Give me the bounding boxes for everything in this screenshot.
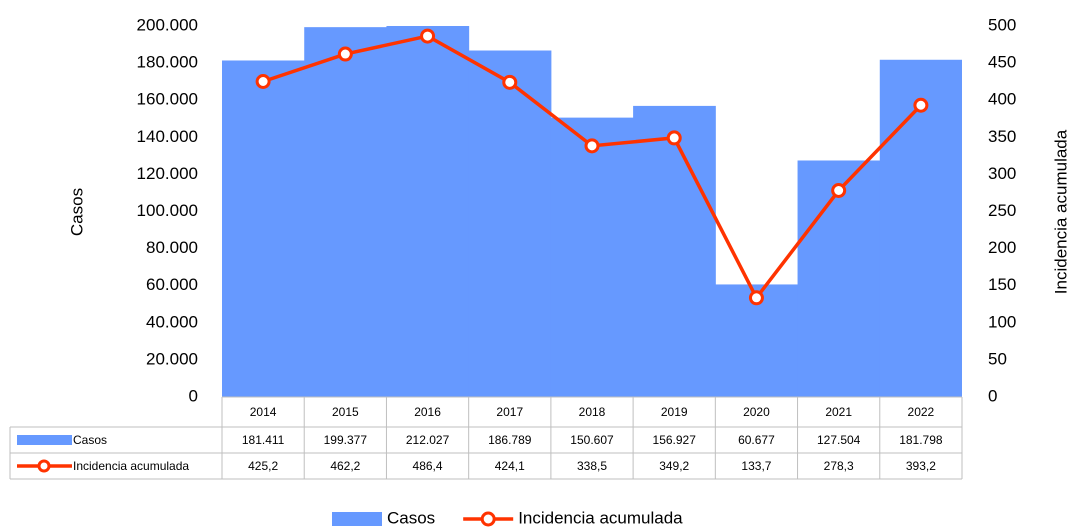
y2-tick-label: 450 [988, 53, 1016, 72]
table-cell: 127.504 [817, 433, 861, 447]
marker [913, 97, 929, 113]
legend-swatch [17, 435, 72, 445]
y2-tick-label: 200 [988, 238, 1016, 257]
table-cell: 133,7 [741, 459, 771, 473]
y-tick-label: 80.000 [146, 238, 198, 257]
y-tick-label: 40.000 [146, 312, 198, 331]
y2-tick-label: 250 [988, 201, 1016, 220]
table-cell: 150.607 [570, 433, 614, 447]
y-tick-label: 160.000 [137, 90, 198, 109]
bar [222, 60, 305, 397]
table-cell: 462,2 [330, 459, 360, 473]
bar [304, 27, 387, 397]
bar [879, 59, 962, 397]
bar-group [222, 26, 962, 397]
table-cell: 181.798 [899, 433, 943, 447]
legend-marker [37, 459, 51, 473]
legend-swatch [332, 512, 382, 526]
x-tick-label: 2021 [825, 405, 852, 419]
table-cell: 349,2 [659, 459, 689, 473]
bar [550, 117, 634, 397]
bar [468, 50, 552, 397]
marker [337, 46, 353, 62]
table-row-header: Incidencia acumulada [73, 459, 189, 473]
legend-marker [480, 511, 496, 527]
y2-tick-label: 300 [988, 164, 1016, 183]
y-tick-label: 120.000 [137, 164, 198, 183]
y2-tick-label: 50 [988, 349, 1007, 368]
table-cell: 199.377 [324, 433, 368, 447]
table-cell: 212.027 [406, 433, 450, 447]
y2-tick-label: 0 [988, 386, 997, 405]
table-cell: 186.789 [488, 433, 532, 447]
table-cell: 338,5 [577, 459, 607, 473]
y2-axis-title: Incidencia acumulada [1051, 129, 1070, 294]
table-row-header: Casos [73, 433, 107, 447]
x-tick-label: 2017 [496, 405, 523, 419]
table-cell: 393,2 [906, 459, 936, 473]
table-cell: 425,2 [248, 459, 278, 473]
marker [584, 138, 600, 154]
y-axis-title: Casos [67, 188, 86, 236]
marker [666, 130, 682, 146]
x-tick-label: 2014 [250, 405, 277, 419]
y2-tick-label: 150 [988, 275, 1016, 294]
x-tick-label: 2020 [743, 405, 770, 419]
y-tick-label: 180.000 [137, 53, 198, 72]
table-cell: 424,1 [495, 459, 525, 473]
y-tick-label: 140.000 [137, 127, 198, 146]
marker [420, 28, 436, 44]
legend-label: Casos [387, 508, 435, 527]
table-cell: 156.927 [653, 433, 697, 447]
x-tick-label: 2019 [661, 405, 688, 419]
marker [748, 290, 764, 306]
legend-label: Incidencia acumulada [518, 508, 683, 527]
y-tick-label: 0 [189, 386, 198, 405]
x-tick-label: 2018 [579, 405, 606, 419]
table-cell: 181.411 [242, 433, 285, 447]
table-cell: 278,3 [824, 459, 854, 473]
marker [831, 183, 847, 199]
bar [386, 26, 470, 397]
y2-tick-label: 350 [988, 127, 1016, 146]
bar [797, 160, 881, 397]
marker [502, 74, 518, 90]
bar [633, 105, 716, 397]
x-tick-label: 2022 [908, 405, 935, 419]
x-tick-label: 2015 [332, 405, 359, 419]
table-cell: 60.677 [738, 433, 775, 447]
y2-tick-label: 500 [988, 15, 1016, 34]
y2-tick-label: 100 [988, 312, 1016, 331]
y-tick-label: 60.000 [146, 275, 198, 294]
y-tick-label: 100.000 [137, 201, 198, 220]
y-tick-label: 20.000 [146, 349, 198, 368]
marker [255, 74, 271, 90]
x-tick-label: 2016 [414, 405, 441, 419]
y-tick-label: 200.000 [137, 15, 198, 34]
y2-tick-label: 400 [988, 90, 1016, 109]
table-cell: 486,4 [413, 459, 443, 473]
